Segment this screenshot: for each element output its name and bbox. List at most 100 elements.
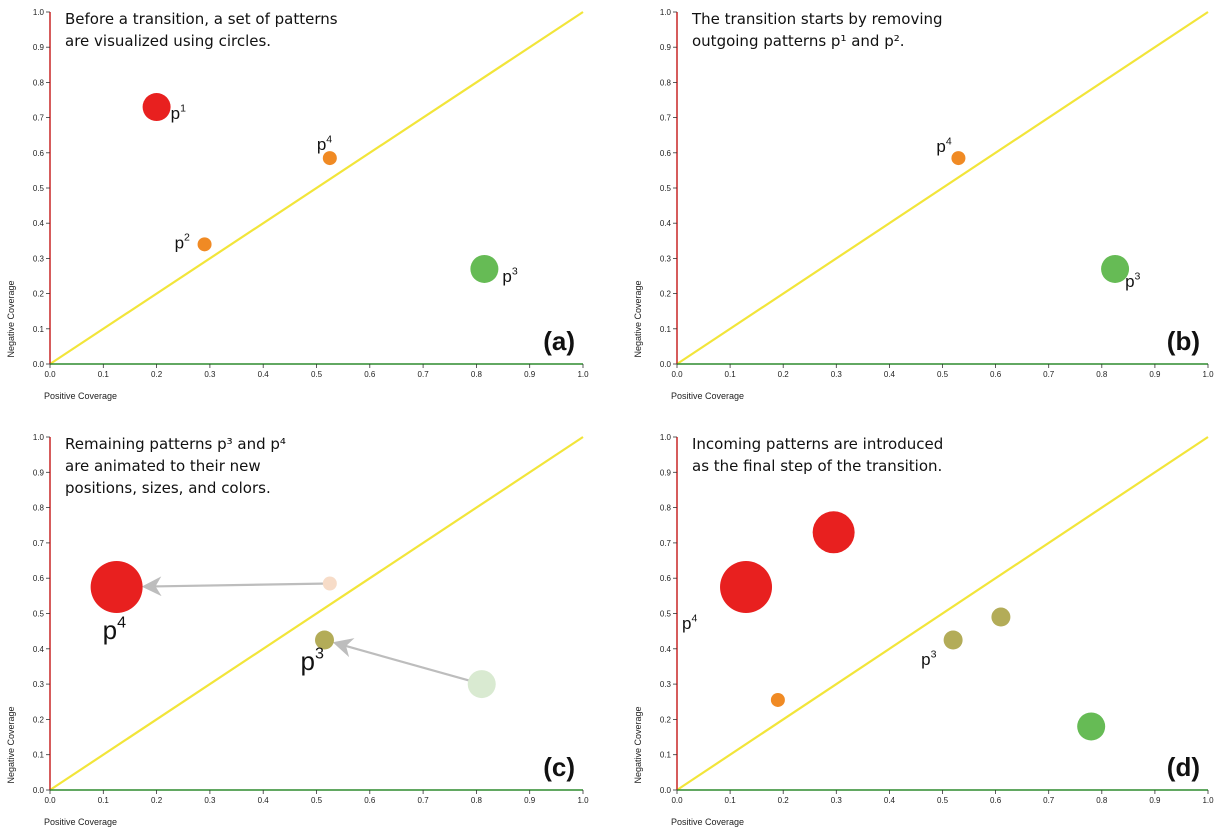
x-tick-label: 0.6 bbox=[990, 796, 1002, 805]
x-tick-label: 0.0 bbox=[671, 370, 683, 379]
y-tick-label: 0.0 bbox=[660, 786, 672, 795]
y-tick-label: 0.7 bbox=[33, 114, 45, 123]
panel-caption-line: Incoming patterns are introduced bbox=[692, 435, 943, 453]
y-tick-label: 1.0 bbox=[33, 433, 45, 442]
x-tick-label: 0.4 bbox=[258, 370, 270, 379]
x-tick-label: 0.2 bbox=[151, 370, 163, 379]
x-tick-label: 0.3 bbox=[204, 370, 216, 379]
pattern-circle bbox=[770, 692, 785, 707]
x-tick-label: 0.8 bbox=[1096, 370, 1108, 379]
y-tick-label: 0.3 bbox=[660, 254, 672, 263]
x-tick-label: 0.7 bbox=[418, 370, 430, 379]
y-tick-label: 0.1 bbox=[660, 751, 672, 760]
x-tick-label: 1.0 bbox=[577, 370, 589, 379]
y-axis-label: Negative Coverage bbox=[633, 706, 643, 783]
y-tick-label: 0.9 bbox=[33, 468, 45, 477]
y-axis-label: Negative Coverage bbox=[633, 280, 643, 357]
x-tick-label: 0.5 bbox=[937, 370, 949, 379]
y-tick-label: 0.8 bbox=[660, 78, 672, 87]
pattern-circle bbox=[720, 561, 773, 614]
panel-a: Before a transition, a set of patterns ar… bbox=[6, 8, 589, 401]
y-tick-label: 0.7 bbox=[660, 539, 672, 548]
panel-letter: (a) bbox=[543, 326, 575, 356]
x-tick-label: 0.6 bbox=[990, 370, 1002, 379]
pattern-label: p3 bbox=[1125, 270, 1140, 291]
panel-letter: (c) bbox=[543, 752, 575, 782]
y-tick-label: 0.9 bbox=[33, 43, 45, 52]
y-tick-label: 0.1 bbox=[660, 325, 672, 334]
x-tick-label: 0.1 bbox=[725, 370, 737, 379]
x-tick-label: 0.2 bbox=[778, 796, 790, 805]
x-tick-label: 0.4 bbox=[258, 796, 270, 805]
x-tick-label: 0.3 bbox=[831, 796, 843, 805]
y-tick-label: 0.2 bbox=[33, 715, 45, 724]
panel-caption-line: are visualized using circles. bbox=[65, 32, 271, 50]
y-tick-label: 1.0 bbox=[660, 8, 672, 17]
y-tick-label: 0.7 bbox=[33, 539, 45, 548]
x-tick-label: 0.3 bbox=[204, 796, 216, 805]
x-tick-label: 0.6 bbox=[364, 370, 376, 379]
x-tick-label: 1.0 bbox=[577, 796, 589, 805]
transition-arrow bbox=[141, 576, 330, 597]
x-tick-label: 1.0 bbox=[1202, 796, 1214, 805]
y-tick-label: 0.3 bbox=[660, 680, 672, 689]
y-tick-label: 1.0 bbox=[33, 8, 45, 17]
panel-b: The transition starts by removing outgoin… bbox=[633, 8, 1214, 401]
y-tick-label: 1.0 bbox=[660, 433, 672, 442]
transition-arrow bbox=[332, 638, 483, 686]
pattern-circle bbox=[90, 561, 143, 614]
y-tick-label: 0.6 bbox=[660, 574, 672, 583]
x-tick-label: 0.9 bbox=[1149, 370, 1161, 379]
y-tick-label: 0.3 bbox=[33, 254, 45, 263]
x-tick-label: 0.4 bbox=[884, 370, 896, 379]
x-tick-label: 0.1 bbox=[98, 370, 110, 379]
x-tick-label: 0.5 bbox=[311, 796, 323, 805]
pattern-label: p3 bbox=[502, 265, 517, 286]
diagonal-line bbox=[676, 436, 1209, 791]
y-tick-label: 0.6 bbox=[33, 574, 45, 583]
diagonal-line bbox=[676, 11, 1209, 365]
y-tick-label: 0.9 bbox=[660, 43, 672, 52]
y-tick-label: 0.2 bbox=[660, 715, 672, 724]
pattern-circle bbox=[951, 151, 966, 166]
x-tick-label: 0.6 bbox=[364, 796, 376, 805]
pattern-circle bbox=[314, 630, 334, 650]
x-tick-label: 0.7 bbox=[418, 796, 430, 805]
y-tick-label: 0.0 bbox=[33, 786, 45, 795]
y-tick-label: 0.6 bbox=[33, 149, 45, 158]
y-tick-label: 0.3 bbox=[33, 680, 45, 689]
x-tick-label: 0.3 bbox=[831, 370, 843, 379]
x-axis-label: Positive Coverage bbox=[671, 817, 744, 827]
pattern-label: p4 bbox=[103, 613, 126, 645]
pattern-label: p4 bbox=[936, 135, 951, 156]
x-tick-label: 0.2 bbox=[151, 796, 163, 805]
y-tick-label: 0.8 bbox=[33, 78, 45, 87]
pattern-circle bbox=[1077, 712, 1106, 741]
y-axis-label: Negative Coverage bbox=[6, 706, 16, 783]
pattern-label: p3 bbox=[300, 644, 323, 676]
x-tick-label: 0.8 bbox=[471, 796, 483, 805]
panel-caption-line: Before a transition, a set of patterns bbox=[65, 10, 338, 28]
y-tick-label: 0.4 bbox=[33, 645, 45, 654]
y-tick-label: 0.7 bbox=[660, 114, 672, 123]
y-tick-label: 0.2 bbox=[33, 290, 45, 299]
y-tick-label: 0.8 bbox=[660, 504, 672, 513]
diagonal-line bbox=[49, 436, 584, 791]
x-tick-label: 0.0 bbox=[44, 370, 56, 379]
y-tick-label: 0.9 bbox=[660, 468, 672, 477]
y-tick-label: 0.1 bbox=[33, 751, 45, 760]
x-tick-label: 0.0 bbox=[671, 796, 683, 805]
y-tick-label: 0.4 bbox=[660, 645, 672, 654]
x-tick-label: 0.2 bbox=[778, 370, 790, 379]
x-tick-label: 0.7 bbox=[1043, 370, 1055, 379]
diagonal-line bbox=[49, 11, 584, 365]
pattern-circle bbox=[322, 151, 337, 166]
y-tick-label: 0.6 bbox=[660, 149, 672, 158]
x-tick-label: 0.9 bbox=[524, 796, 536, 805]
x-axis-label: Positive Coverage bbox=[44, 391, 117, 401]
panel-caption-line: Remaining patterns p³ and p⁴ bbox=[65, 435, 286, 453]
pattern-circle bbox=[470, 254, 499, 283]
x-tick-label: 0.1 bbox=[725, 796, 737, 805]
panel-caption-line: as the final step of the transition. bbox=[692, 457, 942, 475]
x-tick-label: 0.5 bbox=[311, 370, 323, 379]
